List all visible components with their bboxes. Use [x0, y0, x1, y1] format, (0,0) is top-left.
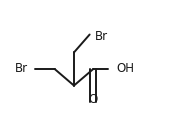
- Text: OH: OH: [117, 63, 135, 75]
- Text: Br: Br: [15, 63, 28, 75]
- Text: Br: Br: [95, 30, 108, 43]
- Text: O: O: [89, 93, 98, 106]
